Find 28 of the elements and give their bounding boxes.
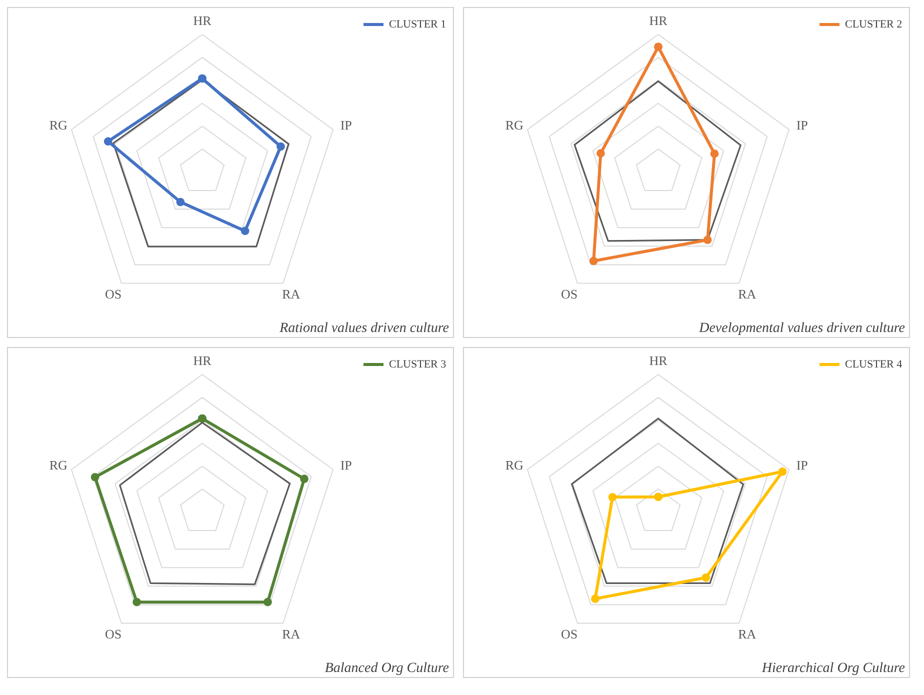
spoke-label: RA [738,286,757,302]
legend-label: CLUSTER 1 [389,18,446,30]
spoke-label: RG [505,457,524,472]
legend-label: CLUSTER 2 [845,18,902,30]
spoke-label: OS [561,286,578,302]
spoke-label: IP [340,117,352,132]
spoke-label: IP [796,117,808,132]
spoke-label: HR [649,12,668,28]
spoke-label: OS [105,626,122,642]
text: Rational values driven culture [278,321,449,336]
spoke-label: RG [505,117,524,132]
spoke-label: RA [282,286,301,302]
text: Developmental values driven culture [698,321,905,336]
legend-label: CLUSTER 3 [389,358,447,370]
spoke-label: IP [340,457,352,472]
spoke-label: RA [282,626,301,642]
spoke-label: IP [796,457,808,472]
spoke-label: RG [49,117,68,132]
spoke-label: RG [49,457,68,472]
spoke-label: OS [105,286,122,302]
text: Balanced Org Culture [324,661,449,676]
spoke-label: HR [193,352,212,368]
text: Hierarchical Org Culture [760,661,905,676]
legend-label: CLUSTER 4 [845,358,903,370]
spoke-label: OS [561,626,578,642]
spoke-label: RA [738,626,757,642]
spoke-label: HR [649,352,668,368]
spoke-label: HR [193,12,212,28]
